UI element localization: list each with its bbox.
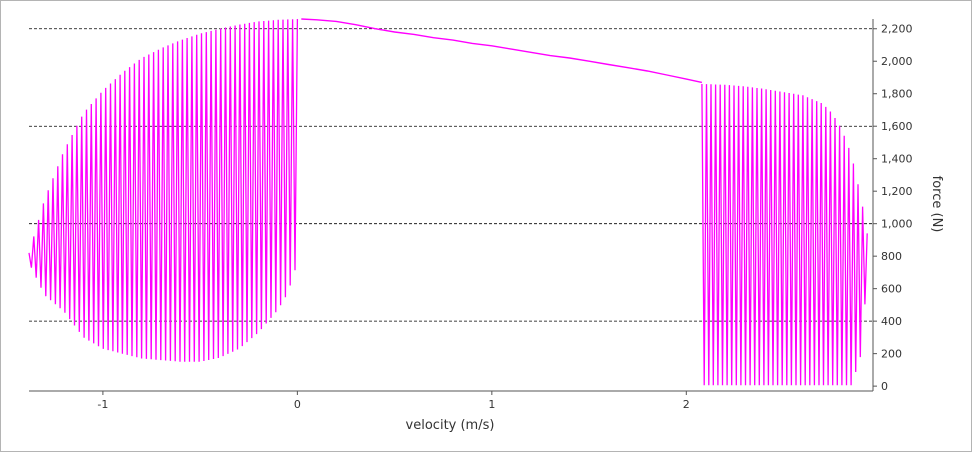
y-axis-title: force (N) (929, 176, 944, 233)
y-tick-label: 600 (881, 283, 902, 296)
y-tick-label: 1,400 (881, 153, 913, 166)
axes (29, 19, 874, 392)
x-axis-ticks: -1 0 1 2 (97, 391, 690, 411)
y-tick-label: 200 (881, 348, 902, 361)
y-tick-label: 800 (881, 250, 902, 263)
x-axis-title: velocity (m/s) (406, 418, 495, 433)
y-tick-label: 1,600 (881, 120, 913, 133)
x-tick-label: 1 (488, 398, 495, 411)
y-axis-ticks: 0 200 400 600 800 1,000 1,200 1,400 1,600 1,800 2,… (873, 23, 913, 393)
x-tick-label: -1 (97, 398, 108, 411)
series-oscillation (701, 83, 868, 386)
y-tick-label: 2,000 (881, 55, 913, 68)
x-tick-label: 0 (294, 398, 301, 411)
series-line (301, 18, 703, 84)
x-tick-label: 2 (683, 398, 690, 411)
y-tick-label: 1,200 (881, 185, 913, 198)
plot-area (28, 18, 868, 386)
y-tick-label: 1,000 (881, 218, 913, 231)
series-oscillation (28, 18, 299, 362)
y-tick-label: 1,800 (881, 88, 913, 101)
y-tick-label: 2,200 (881, 23, 913, 36)
y-tick-label: 0 (881, 380, 888, 393)
y-tick-label: 400 (881, 315, 902, 328)
